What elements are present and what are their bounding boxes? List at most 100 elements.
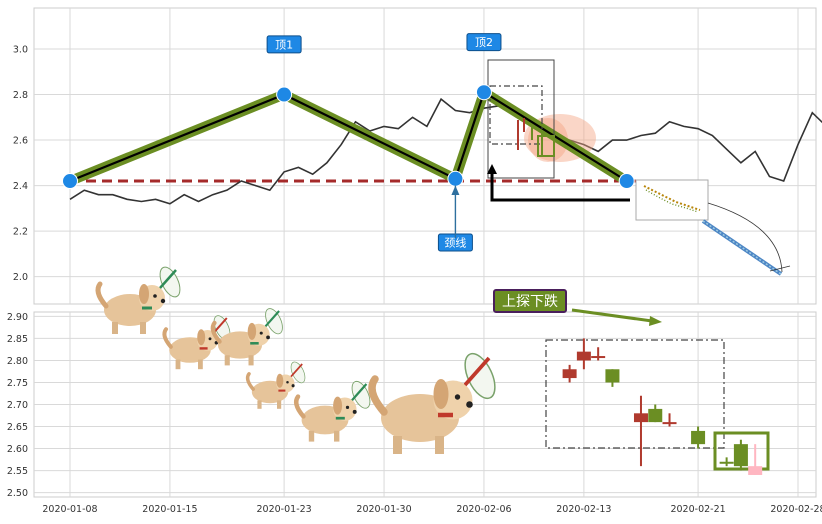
dog-ear xyxy=(276,373,284,388)
y-tick-label: 2.60 xyxy=(7,444,28,455)
thumbnail-box xyxy=(635,179,709,221)
candle-body xyxy=(691,430,706,445)
dog-toy xyxy=(351,383,368,401)
pattern-label: 顶1 xyxy=(275,38,293,51)
elbow-arrow-head xyxy=(487,164,497,174)
pattern-label: 颈线 xyxy=(444,236,466,250)
x-axis: 2020-01-08 2020-01-15 2020-01-23 2020-01-30… xyxy=(42,504,822,515)
dog-toy xyxy=(264,310,280,328)
dog-eye xyxy=(454,394,461,400)
dog-leg xyxy=(248,355,254,366)
thumbnail-sparkline xyxy=(645,189,699,213)
dog-ear xyxy=(197,329,206,346)
neckline-arrow-head xyxy=(451,185,460,196)
dog-toy xyxy=(463,356,491,387)
pattern-label: 顶2 xyxy=(475,36,493,49)
dog-leg xyxy=(175,359,181,370)
dog-eye xyxy=(259,331,263,335)
y-tick-label: 3.0 xyxy=(13,44,28,55)
dog-toy xyxy=(213,317,228,334)
pattern-label-box xyxy=(266,35,302,54)
y-tick-label: 2.2 xyxy=(13,227,28,238)
pattern-point-marker xyxy=(475,84,492,101)
pattern-label-box xyxy=(466,33,502,52)
mini-highlight-box xyxy=(537,135,555,157)
thumbnail-sparkline xyxy=(643,185,701,211)
y-tick-label: 2.55 xyxy=(7,466,28,477)
decorations xyxy=(95,266,496,454)
y-tick-label: 2.90 xyxy=(7,312,28,323)
x-tick-label: 2020-02-06 xyxy=(456,504,511,515)
dog-eye xyxy=(208,337,212,341)
top-panel: 2.0 2.2 2.4 2.6 2.8 3.0 顶1 顶2 颈线 xyxy=(13,7,822,305)
y-tick-label: 2.70 xyxy=(7,400,28,411)
annotation-box xyxy=(493,289,567,313)
dog-leg xyxy=(140,322,146,334)
dog-ear xyxy=(247,322,257,340)
dog-tail xyxy=(368,375,388,416)
y-tick-label: 2.0 xyxy=(13,272,28,283)
zoom-box-dashdot xyxy=(489,85,543,145)
dog-tail xyxy=(210,320,222,344)
dog-nose xyxy=(466,401,473,408)
y-tick-label: 2.80 xyxy=(7,356,28,367)
candle-body xyxy=(562,369,577,379)
zoom-box xyxy=(487,59,555,179)
dog-leg xyxy=(308,430,315,442)
dog-leg xyxy=(334,430,340,442)
dog-ear xyxy=(139,284,149,304)
x-tick-label: 2020-02-28 xyxy=(770,504,822,515)
dog-ear xyxy=(433,379,449,409)
dog-nose xyxy=(266,335,270,340)
dog-toy xyxy=(159,269,177,289)
y-tick-label: 2.75 xyxy=(7,378,28,389)
candle-body xyxy=(605,369,620,383)
y-tick-label: 2.6 xyxy=(13,136,28,147)
dog-leg xyxy=(393,436,402,454)
x-tick-label: 2020-02-21 xyxy=(670,504,725,515)
x-tick-label: 2020-01-08 xyxy=(42,504,97,515)
x-tick-label: 2020-02-13 xyxy=(556,504,611,515)
elbow-arrow xyxy=(490,172,630,202)
candle-body xyxy=(748,466,763,475)
x-tick-label: 2020-01-30 xyxy=(356,504,411,515)
candle-body xyxy=(733,444,748,467)
projection-line xyxy=(701,219,783,276)
candle-body xyxy=(648,408,663,423)
dog-leg xyxy=(112,322,118,334)
candle-body xyxy=(576,351,591,361)
dog-eye xyxy=(153,294,157,298)
dog-eye xyxy=(286,380,289,384)
dog-ear xyxy=(333,396,343,415)
y-tick-label: 2.4 xyxy=(13,181,28,192)
pattern-point-marker xyxy=(618,173,635,190)
top-plot-frame xyxy=(33,7,817,305)
candle-body xyxy=(662,422,677,425)
candle-body xyxy=(633,413,648,423)
candle-body xyxy=(591,356,606,359)
dog-leg xyxy=(435,436,444,454)
dog-tail xyxy=(95,281,109,309)
candle-region-box xyxy=(545,339,725,449)
x-tick-label: 2020-01-23 xyxy=(257,504,312,515)
projection-tick xyxy=(769,265,791,272)
dog-nose xyxy=(160,298,166,304)
dog-sticker xyxy=(245,361,306,409)
annotation-arrow xyxy=(571,308,653,323)
dog-sticker xyxy=(95,266,181,334)
projection-arc xyxy=(707,202,783,273)
dog-leg xyxy=(257,400,262,409)
dog-sticker xyxy=(293,380,371,442)
dog-tail xyxy=(293,394,306,419)
y-tick-label: 2.8 xyxy=(13,90,28,101)
dog-sticker xyxy=(210,308,283,366)
annotation-label: 上探下跌 xyxy=(502,294,558,310)
dog-tail xyxy=(245,372,255,391)
dog-sticker xyxy=(368,352,496,454)
dog-sticker xyxy=(162,315,231,370)
dog-leg xyxy=(277,400,282,409)
pattern-point-marker xyxy=(276,86,293,103)
annotation-arrow-head xyxy=(649,316,662,326)
